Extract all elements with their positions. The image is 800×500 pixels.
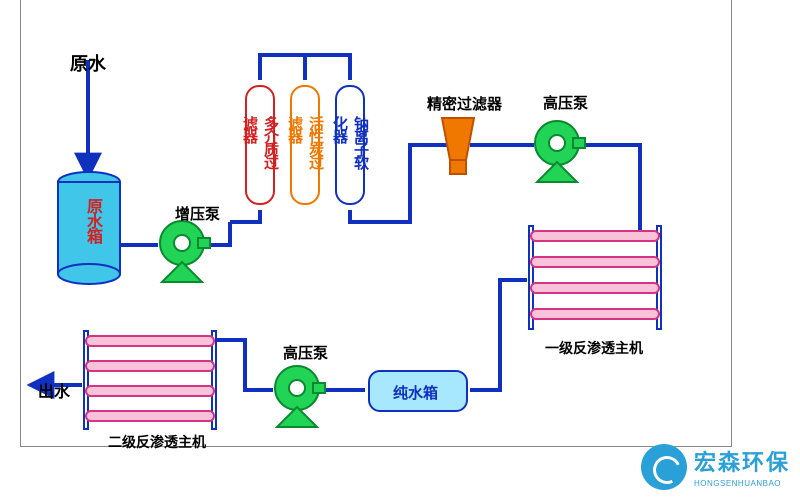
booster-pump-label: 增压泵 [175, 203, 220, 224]
multi-media-filter-icon: 多介质过滤器 [245, 85, 275, 205]
softener-icon: 钠离子软化器 [335, 85, 365, 205]
pipes-layer [0, 0, 800, 500]
hp-pump-2-label: 高压泵 [283, 342, 328, 363]
pure-tank-label: 纯水箱 [393, 382, 438, 403]
raw-tank-label: 原水箱 [80, 198, 104, 243]
outlet-label: 出水 [38, 378, 70, 402]
ro-2-label: 二级反渗透主机 [108, 432, 206, 452]
multi-media-filter-label: 多介质过滤器 [239, 116, 281, 174]
precision-filter-label: 精密过滤器 [427, 93, 502, 114]
raw-water-label: 原水 [70, 50, 106, 76]
softener-label: 钠离子软化器 [329, 116, 371, 174]
brand-name: 宏森环保 [694, 450, 790, 475]
carbon-filter-label: 活性炭过滤器 [284, 116, 326, 174]
brand-logo: 宏森环保 HONGSENHUANBAO [641, 444, 790, 490]
carbon-filter-icon: 活性炭过滤器 [290, 85, 320, 205]
brand-sub: HONGSENHUANBAO [694, 479, 781, 488]
ro-1-label: 一级反渗透主机 [545, 338, 643, 358]
hp-pump-1-label: 高压泵 [543, 92, 588, 113]
